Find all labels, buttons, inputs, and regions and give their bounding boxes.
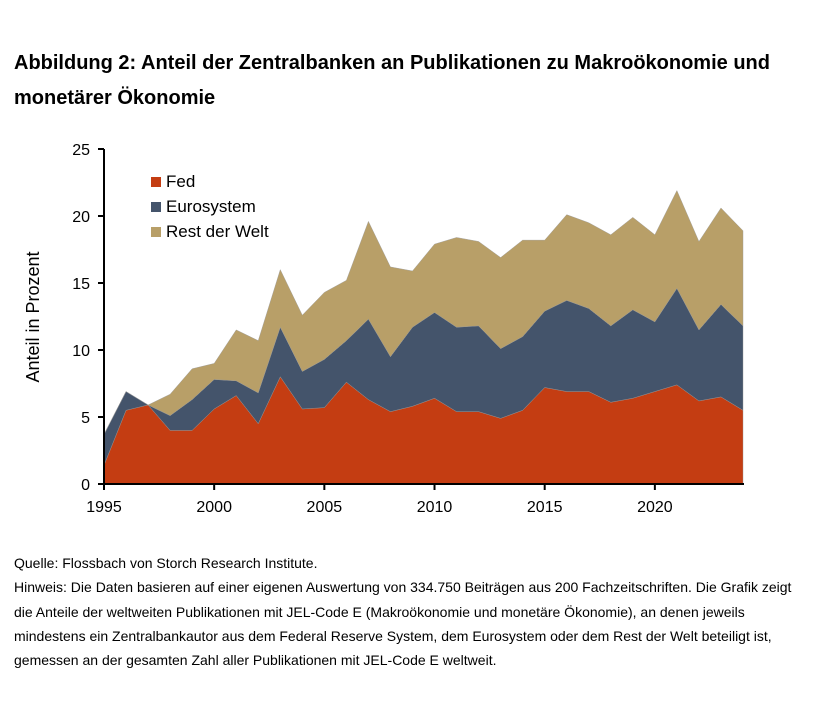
stacked-area-chart: 0 5 10 15 20 25 1995 2000 2005 2010 2015 2020 Fed Eu… (23, 142, 744, 516)
x-tick-label: 1995 (86, 499, 122, 516)
x-tick-label: 2010 (417, 499, 453, 516)
footnotes: Quelle: Flossbach von Storch Research In… (14, 551, 814, 672)
legend-swatch (151, 227, 161, 237)
source-note: Quelle: Flossbach von Storch Research In… (14, 555, 318, 571)
legend-label: Fed (166, 172, 195, 191)
legend-swatch (151, 202, 161, 212)
legend-swatch (151, 177, 161, 187)
x-tick-label: 2020 (637, 499, 673, 516)
figure-title: Abbildung 2: Anteil der Zentralbanken an… (14, 52, 770, 109)
area-rest-der-welt (103, 190, 744, 435)
legend-label: Eurosystem (166, 197, 256, 216)
x-tick-label: 2005 (307, 499, 343, 516)
y-axis-label: Anteil in Prozent (23, 251, 43, 382)
y-tick-label: 5 (81, 410, 90, 427)
hint-note: Hinweis: Die Daten basieren auf einer ei… (14, 579, 792, 669)
y-tick-label: 25 (72, 142, 90, 159)
y-tick-label: 0 (81, 477, 90, 494)
legend-label: Rest der Welt (166, 222, 269, 241)
y-tick-label: 20 (72, 209, 90, 226)
x-tick-label: 2015 (527, 499, 563, 516)
y-tick-label: 10 (72, 343, 90, 360)
x-tick-label: 2000 (196, 499, 232, 516)
y-tick-label: 15 (72, 276, 90, 293)
